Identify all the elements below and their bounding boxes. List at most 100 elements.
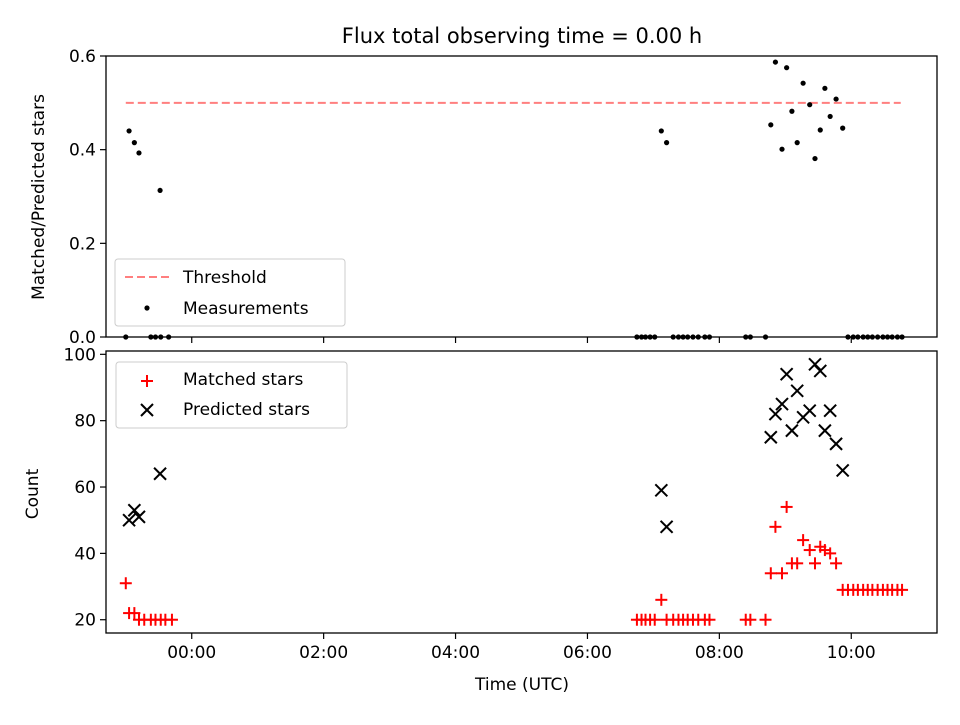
measurement-point (126, 128, 132, 134)
x-tick-label: 02:00 (299, 643, 348, 663)
legend-matched-label: Matched stars (183, 370, 303, 390)
measurement-point (768, 122, 774, 128)
top-legend: Threshold Measurements (114, 258, 346, 327)
bottom-plot-frame (105, 350, 938, 634)
measurement-point (652, 334, 658, 340)
predicted-star-point (768, 407, 783, 421)
matched-star-point (764, 567, 777, 580)
y-tick-label: 20 (74, 611, 96, 631)
measurement-point (658, 128, 664, 134)
measurement-point (779, 146, 785, 152)
predicted-star-point (122, 513, 136, 527)
predicted-star-point (654, 483, 669, 498)
measurement-point (789, 108, 795, 114)
y-tick-label: 100 (64, 345, 96, 365)
y-tick-label: 0.0 (69, 328, 96, 348)
measurement-point (899, 334, 905, 340)
predicted-star-point (790, 384, 804, 398)
measurement-point (875, 334, 881, 340)
y-tick-label: 0.2 (69, 234, 96, 254)
stars-layer (119, 357, 909, 626)
matched-star-point (655, 593, 668, 606)
measurement-point (747, 334, 753, 340)
measurement-point (152, 334, 159, 340)
predicted-star-point (764, 430, 778, 444)
predicted-star-point (813, 364, 827, 378)
predicted-star-point (835, 463, 850, 478)
predicted-star-point (132, 510, 146, 524)
legend-measurements-label: Measurements (183, 299, 309, 319)
matched-star-point (703, 613, 716, 626)
measurement-point (136, 150, 142, 156)
measurement-point (812, 155, 818, 162)
measurement-point (743, 334, 749, 340)
measurements-layer (123, 59, 905, 340)
matched-star-point (769, 520, 782, 533)
measurement-point (865, 334, 871, 340)
matched-star-point (776, 567, 789, 580)
predicted-star-point (823, 404, 837, 418)
top-axis-ticks: 0.0 0.2 0.4 0.6 (69, 47, 852, 348)
measurement-point (869, 334, 875, 340)
measurement-point (827, 113, 833, 120)
matched-star-point (648, 613, 661, 626)
matched-star-point (896, 583, 909, 596)
predicted-star-point (785, 423, 799, 438)
matched-star-point (128, 607, 141, 620)
measurement-point (855, 334, 861, 340)
measurement-point (833, 96, 839, 102)
measurement-point (794, 140, 800, 146)
measurement-point (784, 65, 790, 71)
bottom-y-axis-label: Count (23, 468, 43, 519)
matched-star-point (119, 577, 132, 590)
measurement-point (157, 187, 163, 194)
top-plot-frame (105, 55, 938, 338)
measurement-point (148, 334, 154, 340)
x-tick-label: 06:00 (563, 643, 612, 663)
legend-threshold-label: Threshold (182, 268, 267, 288)
predicted-star-point (803, 404, 817, 418)
measurement-point (884, 334, 891, 340)
measurement-point (807, 102, 813, 108)
predicted-star-point (127, 503, 142, 517)
measurement-point (685, 334, 691, 340)
predicted-star-point (659, 520, 674, 534)
matched-star-point (797, 534, 810, 547)
top-y-axis-label: Matched/Predicted stars (29, 94, 49, 300)
measurement-point (642, 334, 649, 340)
measurement-point (880, 334, 886, 340)
measurement-point (762, 334, 769, 340)
matched-star-point (824, 547, 837, 560)
measurement-point (889, 334, 895, 340)
measurement-point (702, 334, 708, 340)
y-tick-label: 60 (74, 478, 96, 498)
measurement-point (800, 80, 806, 86)
measurement-point (634, 334, 640, 340)
measurement-point (680, 334, 686, 340)
legend-measurements-swatch (144, 305, 150, 311)
measurement-point (131, 140, 137, 146)
legend-matched-swatch (141, 375, 153, 387)
measurement-point (663, 140, 670, 146)
measurement-point (840, 125, 846, 131)
measurement-point (670, 334, 676, 340)
predicted-star-point (153, 467, 167, 481)
matched-star-point (791, 557, 804, 570)
top-panel: Flux total observing time = 0.00 h 0.00.… (29, 24, 938, 348)
x-tick-label: 00:00 (167, 643, 216, 663)
measurement-point (675, 334, 682, 340)
measurement-point (166, 334, 172, 340)
matched-star-point (830, 557, 843, 570)
y-tick-label: 0.6 (69, 47, 96, 67)
x-tick-label: 10:00 (827, 643, 876, 663)
matched-star-point (803, 544, 816, 557)
legend-predicted-swatch (140, 403, 154, 417)
measurement-point (123, 334, 129, 340)
matched-star-point (759, 613, 772, 626)
bottom-legend-box (115, 361, 348, 429)
legend-predicted-label: Predicted stars (183, 400, 310, 420)
measurement-point (158, 334, 164, 340)
bottom-legend: Matched stars Predicted stars (115, 361, 348, 429)
measurement-point (860, 334, 866, 340)
y-tick-label: 80 (74, 412, 96, 432)
